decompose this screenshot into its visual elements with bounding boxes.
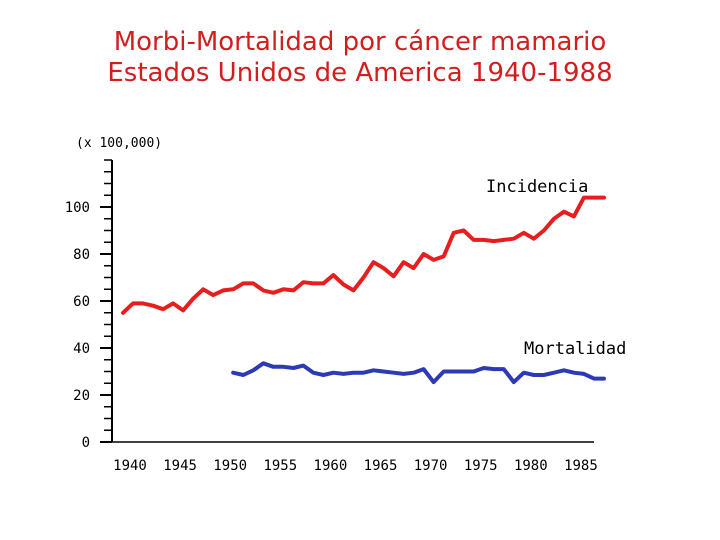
x-tick-label: 1960 [314,458,348,474]
x-tick-label: 1945 [163,458,197,474]
x-tick-label: 1980 [514,458,548,474]
y-tick-label: 40 [73,341,90,357]
x-tick-label: 1985 [564,458,598,474]
series-layer [121,195,606,385]
x-tick-label: 1975 [464,458,498,474]
x-tick-label: 1955 [263,458,297,474]
x-tick-label: 1970 [414,458,448,474]
series-line-incidencia [121,195,606,315]
chart-title-line-2: Estados Unidos de America 1940-1988 [107,58,613,88]
series-label-mortalidad: Mortalidad [524,339,626,359]
series-line-mortalidad [231,361,606,385]
y-tick-label: 60 [73,294,90,310]
y-tick-label: 20 [73,388,90,404]
y-tick-label: 80 [73,247,90,263]
y-tick-label: 0 [82,435,90,451]
x-tick-label: 1965 [364,458,398,474]
x-tick-label: 1940 [113,458,147,474]
axes: 0 20 40 60 80 100 1940 1945 1950 1955 1960 1965 1970… [65,159,598,474]
x-tick-label: 1950 [213,458,247,474]
y-unit-label: (x 100,000) [76,136,162,151]
series-label-incidencia: Incidencia [486,177,588,197]
y-tick-label: 100 [65,200,90,216]
chart-title-line-1: Morbi-Mortalidad por cáncer mamario [113,27,607,57]
